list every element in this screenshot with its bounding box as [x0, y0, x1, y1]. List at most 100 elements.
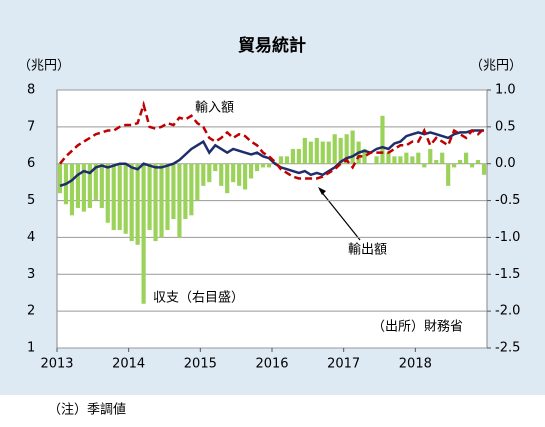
bar: [422, 163, 427, 168]
bar: [201, 163, 206, 186]
bar: [469, 163, 475, 168]
annotation: （出所）財務省: [372, 320, 463, 335]
bar: [428, 148, 433, 164]
bar: [87, 163, 92, 208]
bar: [219, 163, 224, 186]
y-tick-label: 8: [27, 83, 35, 98]
y-tick-label: 1: [27, 341, 35, 356]
bar: [404, 152, 409, 164]
bar: [308, 141, 313, 164]
bar: [195, 163, 200, 201]
bar: [260, 163, 266, 168]
y2-tick-label: -0.5: [495, 193, 520, 208]
bar: [249, 163, 254, 179]
bar: [374, 156, 379, 164]
annotation: 輸出額: [348, 243, 387, 258]
y-tick-label: 3: [27, 267, 35, 282]
bar: [344, 134, 349, 164]
x-tick-label: 2013: [40, 357, 73, 372]
bar: [117, 163, 122, 231]
bar: [416, 152, 421, 164]
bar: [177, 163, 182, 238]
y2-tick-label: -2.0: [495, 304, 520, 319]
bar: [129, 163, 134, 242]
y2-tick-label: -2.5: [495, 341, 520, 356]
bar: [386, 152, 391, 164]
bar: [159, 163, 164, 238]
bar: [410, 156, 415, 164]
bar: [284, 156, 290, 164]
bar: [398, 156, 403, 164]
bar: [237, 163, 242, 186]
bar: [392, 156, 397, 164]
bar: [452, 163, 457, 168]
bar: [278, 156, 284, 164]
bar: [171, 163, 176, 219]
bar: [440, 152, 445, 164]
bar: [105, 163, 110, 223]
bar: [153, 163, 158, 242]
x-tick-label: 2017: [327, 357, 360, 372]
bar: [302, 137, 307, 164]
x-tick-label: 2015: [184, 357, 217, 372]
y2-axis-label: （兆円）: [470, 59, 522, 74]
bar: [458, 160, 463, 164]
y2-tick-label: -1.5: [495, 267, 520, 282]
bar: [350, 130, 355, 164]
bar: [243, 163, 248, 190]
bar: [207, 163, 212, 183]
chart-title: 貿易統計: [238, 35, 306, 56]
bar: [141, 163, 146, 304]
y2-tick-label: 1.0: [495, 83, 516, 98]
bar: [332, 134, 337, 164]
bar: [481, 163, 487, 175]
bar: [123, 163, 128, 234]
y-tick-label: 2: [27, 304, 35, 319]
y-axis-label: （兆円）: [18, 59, 70, 74]
y-tick-label: 7: [27, 119, 35, 134]
bar: [338, 137, 343, 164]
arrow: [319, 189, 361, 241]
bar: [254, 163, 260, 172]
arrow-head: [318, 187, 326, 195]
bar: [75, 163, 80, 208]
bar: [326, 141, 331, 164]
bar: [183, 163, 188, 219]
line: [59, 100, 485, 180]
x-tick-label: 2016: [255, 357, 288, 372]
bar: [93, 163, 98, 201]
bar: [434, 160, 439, 164]
y2-tick-label: -1.0: [495, 230, 520, 245]
bar: [165, 163, 170, 231]
annotation: 輸入額: [195, 101, 234, 116]
bar: [368, 163, 373, 165]
annotation: 収支（右目盛）: [153, 291, 244, 306]
x-tick-label: 2018: [399, 357, 432, 372]
bar: [69, 163, 75, 216]
bar: [135, 163, 140, 245]
y-tick-label: 4: [27, 230, 35, 245]
y2-tick-label: 0.5: [495, 119, 516, 134]
y-tick-label: 5: [27, 193, 35, 208]
bar: [464, 152, 469, 164]
x-tick-label: 2014: [112, 357, 145, 372]
bar: [475, 160, 481, 164]
bar: [213, 163, 218, 172]
bar: [231, 163, 236, 183]
bar: [296, 148, 301, 164]
bar: [81, 163, 86, 212]
bar: [147, 163, 152, 231]
bar: [446, 163, 451, 186]
bar: [57, 163, 63, 194]
bar: [189, 163, 194, 216]
bar: [380, 115, 385, 164]
bar: [225, 163, 230, 194]
note: （注）季調値: [48, 402, 126, 418]
line: [59, 129, 485, 188]
bar: [111, 163, 116, 231]
bar: [99, 163, 104, 208]
bar: [266, 163, 272, 168]
bar: [320, 141, 325, 164]
y2-tick-label: 0.0: [495, 156, 516, 171]
